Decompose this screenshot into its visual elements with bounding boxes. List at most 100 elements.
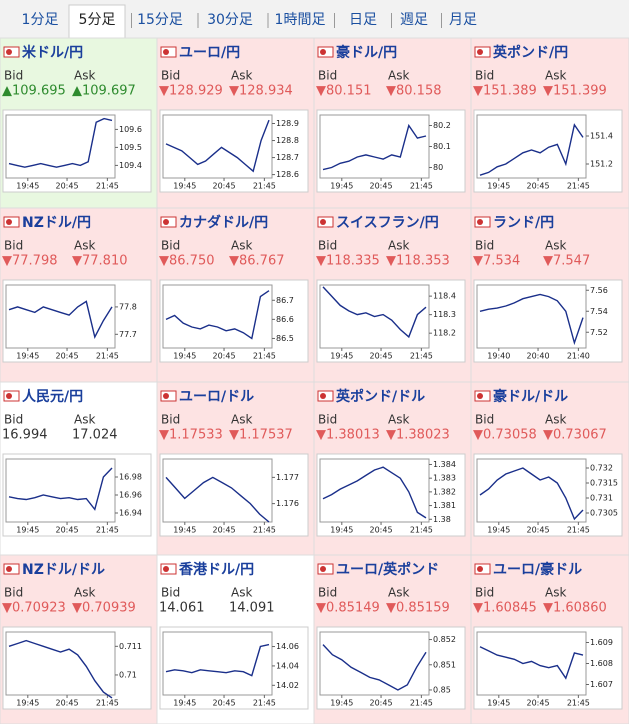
ask-label: Ask: [74, 69, 95, 83]
price-line: [8, 300, 113, 339]
x-tick-label: 20:45: [213, 526, 236, 535]
tab[interactable]: 15分足: [137, 12, 183, 28]
y-tick-label: 1.607: [590, 680, 613, 689]
pair-name[interactable]: 英ポンド/ドル: [335, 388, 425, 405]
pair-name[interactable]: ユーロ/ドル: [179, 389, 254, 405]
pair-name[interactable]: カナダドル/円: [179, 214, 268, 231]
price-line: [479, 467, 584, 521]
tab[interactable]: 1分足: [22, 12, 59, 28]
price-line: [322, 123, 427, 171]
price-line: [8, 639, 113, 699]
bid-value: ▼0.70923: [2, 601, 66, 616]
ask-value: ▼0.73067: [543, 428, 607, 443]
bid-value: ▼86.750: [159, 254, 215, 269]
bid-value: ▼1.17533: [159, 428, 223, 443]
y-tick-label: 0.851: [433, 660, 456, 669]
bid-value: ▼80.151: [316, 84, 372, 99]
x-tick-label: 19:45: [173, 182, 196, 191]
x-tick-label: 19:45: [173, 526, 196, 535]
flag-icon-mark: [477, 219, 483, 225]
y-tick-label: 80: [433, 163, 443, 172]
pair-name[interactable]: NZドル/円: [22, 215, 91, 231]
ask-value: 17.024: [72, 428, 118, 443]
tab[interactable]: 1時間足: [275, 12, 326, 28]
ask-label: Ask: [74, 413, 95, 427]
pair-name[interactable]: NZドル/ドル: [22, 562, 105, 578]
x-tick-label: 20:45: [56, 526, 79, 535]
y-tick-label: 0.732: [590, 464, 613, 473]
x-tick-label: 19:40: [487, 352, 510, 361]
pair-name[interactable]: ユーロ/円: [179, 45, 240, 61]
y-tick-label: 0.85: [433, 685, 451, 694]
y-tick-label: 109.6: [119, 125, 142, 134]
x-tick-label: 19:45: [173, 352, 196, 361]
bid-value: ▼151.389: [473, 84, 537, 99]
tab[interactable]: 日足: [349, 12, 377, 28]
y-tick-label: 1.38: [433, 515, 451, 524]
tab[interactable]: 週足: [400, 12, 428, 28]
price-line: [8, 117, 113, 168]
bid-label: Bid: [161, 413, 180, 427]
ask-value: ▼80.158: [386, 84, 442, 99]
pair-name[interactable]: ユーロ/豪ドル: [493, 561, 582, 578]
flag-icon-mark: [163, 393, 169, 399]
ask-value: ▼7.547: [543, 254, 590, 269]
x-tick-label: 21:45: [410, 699, 433, 708]
bid-label: Bid: [161, 69, 180, 83]
y-tick-label: 7.56: [590, 286, 608, 295]
x-tick-label: 20:40: [527, 352, 550, 361]
y-tick-label: 77.8: [119, 302, 137, 311]
pair-name[interactable]: ランド/円: [493, 215, 554, 231]
price-line: [322, 644, 427, 691]
x-tick-label: 21:45: [567, 699, 590, 708]
x-tick-label: 21:45: [96, 182, 119, 191]
ask-value: ▼1.38023: [386, 428, 450, 443]
chart-box: [2, 626, 152, 710]
ask-label: Ask: [545, 586, 566, 600]
y-tick-label: 86.7: [276, 296, 294, 305]
flag-icon-mark: [163, 566, 169, 572]
pair-name[interactable]: 米ドル/円: [22, 44, 83, 61]
price-line: [165, 476, 270, 523]
y-tick-label: 1.381: [433, 501, 456, 510]
active-tab: [68, 4, 126, 40]
pair-name[interactable]: スイスフラン/円: [336, 215, 439, 231]
x-tick-label: 21:45: [410, 352, 433, 361]
tab[interactable]: 月足: [449, 12, 477, 28]
plot-area: [476, 114, 587, 179]
bid-label: Bid: [475, 239, 494, 253]
bid-label: Bid: [318, 239, 337, 253]
pair-name[interactable]: 香港ドル/円: [178, 561, 254, 578]
x-tick-label: 20:45: [370, 526, 393, 535]
y-tick-label: 0.711: [119, 642, 142, 651]
ask-value: ▼86.767: [229, 254, 285, 269]
y-tick-label: 0.7315: [590, 479, 618, 488]
y-tick-label: 7.54: [590, 307, 608, 316]
flag-icon-mark: [6, 49, 12, 55]
x-tick-label: 21:45: [567, 526, 590, 535]
price-line: [479, 123, 584, 176]
ask-value: ▼1.17537: [229, 428, 293, 443]
plot-area: [5, 284, 116, 349]
bid-value: ▼1.38013: [316, 428, 380, 443]
x-tick-label: 19:45: [330, 182, 353, 191]
pair-name[interactable]: 英ポンド/円: [492, 44, 568, 61]
plot-area: [476, 284, 587, 349]
y-tick-label: 1.177: [276, 473, 299, 482]
x-tick-label: 21:40: [567, 352, 590, 361]
pair-name[interactable]: ユーロ/英ポンド: [336, 561, 439, 578]
price-line: [165, 643, 270, 677]
tab[interactable]: 30分足: [207, 12, 253, 28]
flag-icon-mark: [163, 219, 169, 225]
pair-name[interactable]: 豪ドル/円: [336, 44, 397, 61]
y-tick-label: 7.52: [590, 328, 608, 337]
ask-label: Ask: [388, 586, 409, 600]
price-line: [8, 467, 113, 511]
pair-name[interactable]: 人民元/円: [22, 388, 83, 405]
x-tick-label: 20:45: [56, 352, 79, 361]
ask-label: Ask: [545, 69, 566, 83]
pair-name[interactable]: 豪ドル/ドル: [493, 388, 568, 405]
x-tick-label: 20:45: [527, 526, 550, 535]
tab[interactable]: 5分足: [79, 12, 116, 28]
plot-area: [5, 631, 116, 696]
